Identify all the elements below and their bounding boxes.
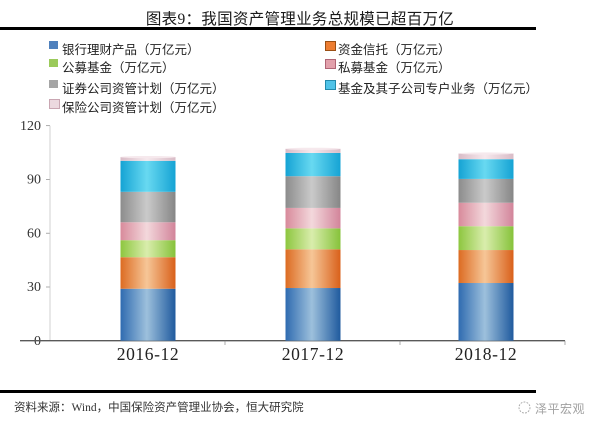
svg-text:0: 0 — [34, 334, 41, 349]
svg-text:60: 60 — [27, 227, 41, 242]
svg-text:2016-12: 2016-12 — [117, 344, 180, 364]
svg-text:120: 120 — [20, 119, 41, 134]
svg-text:2017-12: 2017-12 — [282, 344, 345, 364]
svg-text:90: 90 — [27, 173, 41, 188]
svg-text:30: 30 — [27, 280, 41, 295]
svg-text:2018-12: 2018-12 — [455, 344, 518, 364]
